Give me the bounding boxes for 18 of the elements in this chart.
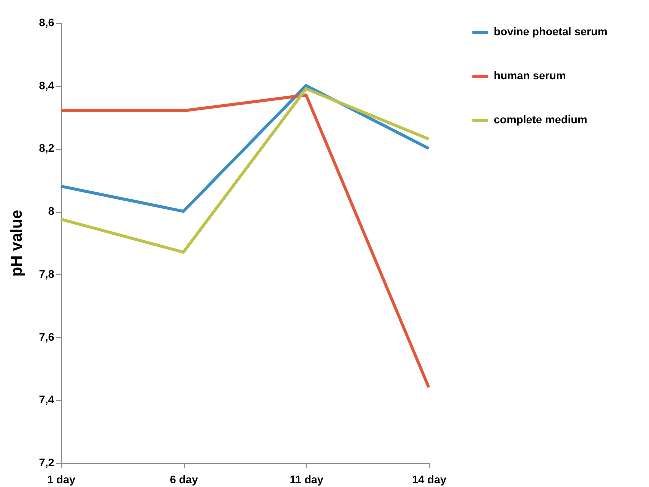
y-tick-label: 7,8 [39,268,54,281]
x-tick-label: 1 day [47,474,76,486]
y-tick-label: 8,6 [39,18,54,30]
line-series [60,84,430,214]
y-axis-title: pH value [9,210,26,277]
y-tick-label: 8,4 [39,80,56,92]
legend-label: complete medium [494,114,588,126]
y-tick-label: 8 [48,206,54,218]
x-tick-label: 6 day [170,474,200,486]
y-tick-label: 7,6 [39,332,54,344]
line-series [60,88,430,254]
legend-label: human serum [494,70,566,82]
x-tick-label: 11 day [290,474,325,486]
y-tick-label: 7,4 [39,394,56,407]
legend-label: bovine phoetal serum [494,26,608,38]
x-tick-label: 14 day [412,474,448,486]
y-tick-label: 7,2 [39,458,54,470]
y-tick-label: 8,2 [39,143,54,156]
